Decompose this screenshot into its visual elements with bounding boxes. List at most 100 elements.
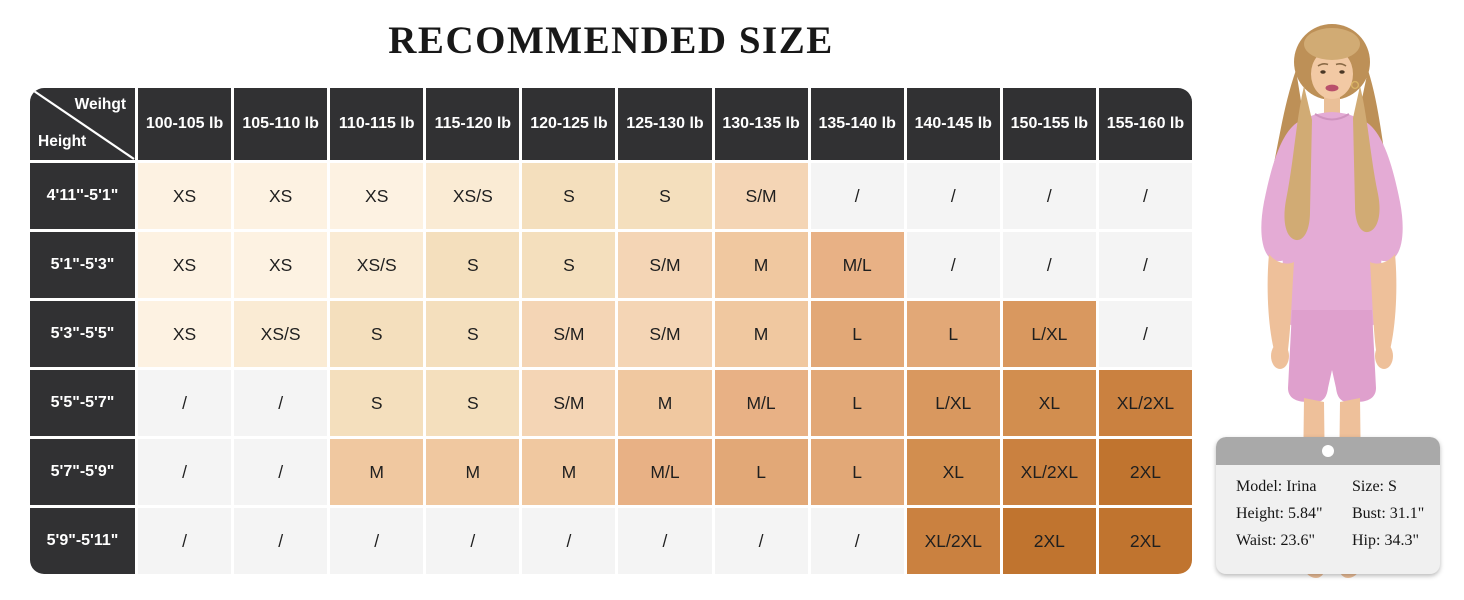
- size-cell: /: [138, 508, 232, 574]
- size-cell: L: [714, 439, 808, 505]
- size-cell: /: [234, 370, 328, 436]
- model-info-item: Bust: 31.1": [1352, 505, 1425, 522]
- size-cell: /: [1098, 163, 1192, 229]
- model-info-item: Hip: 34.3": [1352, 532, 1419, 549]
- model-info-item: Height: 5.84": [1236, 505, 1323, 522]
- size-cell: S/M: [522, 370, 616, 436]
- column-header: 150-155 lb: [1002, 88, 1096, 160]
- size-cell: M: [522, 439, 616, 505]
- corner-header: Weihgt Height: [30, 88, 135, 160]
- size-cell: S: [426, 370, 520, 436]
- size-cell: M: [618, 370, 712, 436]
- size-cell: S: [618, 163, 712, 229]
- size-cell: S: [426, 232, 520, 298]
- size-cell: XS/S: [234, 301, 328, 367]
- size-cell: XS/S: [330, 232, 424, 298]
- row-header: 5'9"-5'11": [30, 508, 135, 574]
- size-cell: M/L: [714, 370, 808, 436]
- size-cell: 2XL: [1002, 508, 1096, 574]
- size-cell: XL: [906, 439, 1000, 505]
- corner-height-label: Height: [38, 133, 87, 150]
- column-header: 110-115 lb: [330, 88, 424, 160]
- size-cell: /: [330, 508, 424, 574]
- size-cell: M: [330, 439, 424, 505]
- column-header: 100-105 lb: [138, 88, 232, 160]
- size-cell: S: [330, 301, 424, 367]
- size-cell: XL/2XL: [1002, 439, 1096, 505]
- hang-tag-hole-icon: [1322, 445, 1334, 457]
- size-cell: S: [426, 301, 520, 367]
- model-hair-front: [1284, 86, 1380, 241]
- size-cell: S: [330, 370, 424, 436]
- column-header: 155-160 lb: [1098, 88, 1192, 160]
- size-cell: XS: [138, 301, 232, 367]
- size-cell: M/L: [810, 232, 904, 298]
- size-cell: /: [618, 508, 712, 574]
- column-header: 125-130 lb: [618, 88, 712, 160]
- page-title: RECOMMENDED SIZE: [388, 19, 834, 62]
- size-cell: /: [426, 508, 520, 574]
- size-cell: /: [1098, 301, 1192, 367]
- row-header: 4'11''-5'1": [30, 163, 135, 229]
- size-cell: /: [810, 508, 904, 574]
- size-cell: S/M: [714, 163, 808, 229]
- size-cell: /: [1002, 232, 1096, 298]
- size-cell: L: [810, 301, 904, 367]
- size-cell: L: [810, 370, 904, 436]
- size-cell: XL: [1002, 370, 1096, 436]
- column-header: 120-125 lb: [522, 88, 616, 160]
- size-cell: /: [234, 439, 328, 505]
- model-info-item: Size: S: [1352, 478, 1397, 495]
- size-cell: M: [714, 301, 808, 367]
- size-cell: XS: [138, 232, 232, 298]
- size-cell: S: [522, 232, 616, 298]
- size-cell: XS/S: [426, 163, 520, 229]
- size-cell: /: [234, 508, 328, 574]
- size-cell: M: [426, 439, 520, 505]
- size-cell: /: [906, 232, 1000, 298]
- model-info-item: Waist: 23.6": [1236, 532, 1316, 549]
- size-cell: 2XL: [1098, 439, 1192, 505]
- size-cell: /: [1098, 232, 1192, 298]
- size-cell: XL/2XL: [906, 508, 1000, 574]
- column-header: 130-135 lb: [714, 88, 808, 160]
- column-header: 115-120 lb: [426, 88, 520, 160]
- model-info-grid: Model: Irina Size: S Height: 5.84" Bust: 31…: [1216, 465, 1440, 550]
- row-header: 5'1"-5'3": [30, 232, 135, 298]
- row-header: 5'5"-5'7": [30, 370, 135, 436]
- size-cell: M/L: [618, 439, 712, 505]
- size-cell: /: [138, 439, 232, 505]
- size-cell: S/M: [618, 301, 712, 367]
- column-header: 135-140 lb: [810, 88, 904, 160]
- model-face: [1304, 28, 1360, 117]
- model-info-item: Model: Irina: [1236, 478, 1317, 495]
- size-cell: XS: [234, 163, 328, 229]
- model-shorts: [1288, 310, 1376, 402]
- diagonal-divider-icon: [30, 88, 135, 160]
- model-photo: [1212, 0, 1462, 600]
- size-cell: XL/2XL: [1098, 370, 1192, 436]
- size-cell: /: [522, 508, 616, 574]
- model-info-card: Model: Irina Size: S Height: 5.84" Bust: 31…: [1216, 437, 1440, 574]
- size-cell: XS: [330, 163, 424, 229]
- row-header: 5'7"-5'9": [30, 439, 135, 505]
- size-cell: /: [138, 370, 232, 436]
- size-cell: /: [810, 163, 904, 229]
- size-cell: /: [714, 508, 808, 574]
- size-cell: S: [522, 163, 616, 229]
- size-cell: /: [1002, 163, 1096, 229]
- size-cell: L/XL: [1002, 301, 1096, 367]
- size-cell: L: [906, 301, 1000, 367]
- size-cell: XS: [234, 232, 328, 298]
- corner-weight-label: Weihgt: [74, 96, 126, 113]
- column-header: 140-145 lb: [906, 88, 1000, 160]
- row-header: 5'3"-5'5": [30, 301, 135, 367]
- size-table: Weihgt Height 100-105 lb 105-110 lb 110-11…: [30, 88, 1192, 574]
- size-cell: S/M: [522, 301, 616, 367]
- size-cell: L/XL: [906, 370, 1000, 436]
- hang-tag-band: [1216, 437, 1440, 465]
- column-header: 105-110 lb: [234, 88, 328, 160]
- size-cell: M: [714, 232, 808, 298]
- size-cell: XS: [138, 163, 232, 229]
